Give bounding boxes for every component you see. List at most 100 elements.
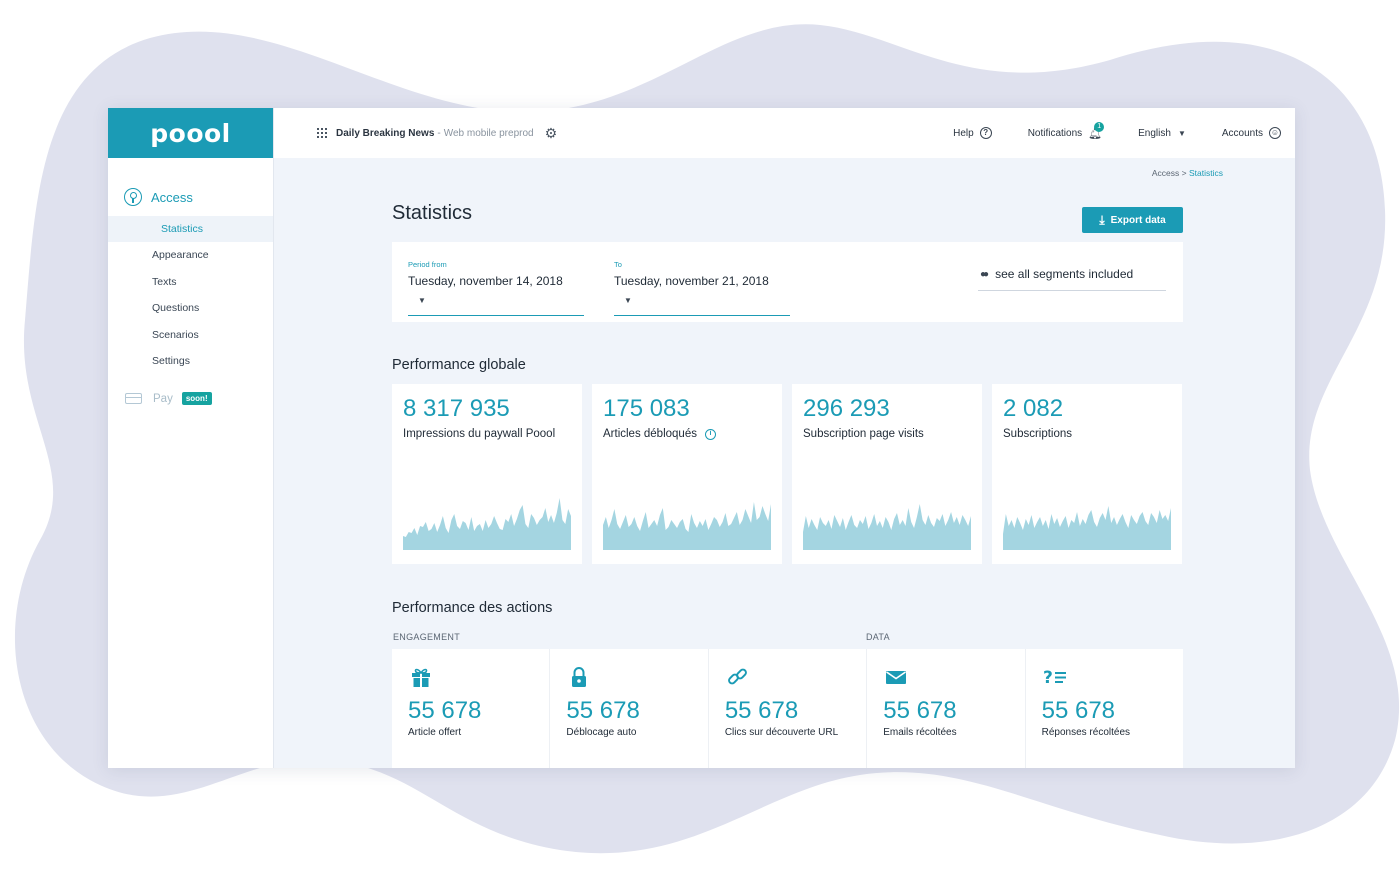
app-window: poool Access Statistics Appearance Texts…	[108, 108, 1295, 768]
help-link[interactable]: Help ?	[953, 127, 992, 139]
gear-icon[interactable]: ⚙	[544, 124, 558, 141]
breadcrumb-parent[interactable]: Access	[1151, 168, 1180, 178]
segments-label: see all segments included	[995, 267, 1134, 281]
top-right-menu: Help ? Notifications 🔔︎ 1 English ▼ Accou…	[953, 108, 1295, 158]
export-data-button[interactable]: ⤓ Export data	[1082, 207, 1183, 233]
stat-label-text: Articles débloqués	[603, 428, 697, 440]
chevron-down-icon: ▼	[418, 296, 426, 305]
period-from-value: Tuesday, november 14, 2018	[408, 274, 563, 288]
chevron-down-icon: ▼	[624, 296, 632, 305]
performance-actions-title: Performance des actions	[392, 600, 553, 616]
smiley-icon: ☺	[1269, 127, 1281, 139]
period-to-value: Tuesday, november 21, 2018	[614, 274, 769, 288]
sidebar-item-appearance[interactable]: Appearance	[152, 249, 209, 262]
app-selector[interactable]: Daily Breaking News - Web mobile preprod…	[317, 108, 557, 158]
download-icon: ⤓	[1099, 212, 1105, 227]
stat-label-text: Subscriptions	[1003, 428, 1073, 440]
chevron-down-icon: ▼	[1177, 128, 1186, 138]
poool-logo: poool	[150, 118, 231, 148]
action-label: Emails récoltées	[883, 727, 957, 738]
sparkline	[603, 502, 771, 550]
action-deblocage-auto: 55 678 Déblocage auto	[550, 649, 709, 768]
stat-card-impressions: 8 317 935 Impressions du paywall Poool	[392, 384, 582, 564]
help-icon: ?	[979, 127, 992, 139]
bell-icon: 🔔︎ 1	[1088, 121, 1105, 140]
logo-area[interactable]: poool	[108, 108, 273, 158]
action-emails: 55 678 Emails récoltées	[867, 649, 1026, 768]
top-bar: Daily Breaking News - Web mobile preprod…	[274, 108, 1295, 158]
pay-label: Pay	[153, 392, 173, 405]
sparkline	[803, 504, 971, 550]
stat-value: 175 083	[603, 395, 690, 422]
sidebar-section-pay: Pay soon!	[125, 392, 273, 406]
stat-value: 8 317 935	[403, 395, 510, 422]
actions-panel: 55 678 Article offert 55 678 Déblocage a…	[392, 649, 1183, 768]
link-icon	[727, 668, 747, 685]
sidebar-item-questions[interactable]: Questions	[152, 302, 200, 315]
period-to-field[interactable]: To Tuesday, november 21, 2018 ▼	[614, 260, 790, 316]
notifications-link[interactable]: Notifications 🔔︎ 1	[1027, 121, 1105, 140]
breadcrumb-separator: >	[1181, 168, 1187, 178]
language-selector[interactable]: English ▼	[1138, 128, 1186, 139]
notifications-badge: 1	[1094, 121, 1105, 132]
lock-icon	[572, 667, 587, 687]
engagement-label: ENGAGEMENT	[393, 632, 461, 642]
question-list-icon: ?	[1043, 668, 1066, 688]
sidebar-section-access[interactable]: Access	[124, 186, 273, 208]
export-data-label: Export data	[1110, 214, 1166, 226]
stat-card-subscription-visits: 296 293 Subscription page visits	[792, 384, 982, 564]
app-name: Daily Breaking News	[336, 127, 435, 139]
period-from-field[interactable]: Period from Tuesday, november 14, 2018 ▼	[408, 260, 584, 316]
data-label: DATA	[866, 632, 890, 642]
svg-text:?: ?	[1043, 668, 1053, 688]
stat-card-subscriptions: 2 082 Subscriptions	[992, 384, 1182, 564]
period-from-label: Period from	[408, 260, 447, 269]
breadcrumb: Access > Statistics	[1152, 168, 1223, 178]
period-to-label: To	[614, 260, 622, 269]
sidebar-item-statistics[interactable]: Statistics	[108, 216, 273, 243]
action-label: Article offert	[408, 727, 462, 738]
sparkline-area	[803, 504, 971, 550]
stat-value: 296 293	[803, 395, 890, 422]
accounts-menu[interactable]: Accounts ☺	[1222, 127, 1281, 139]
stat-label-text: Subscription page visits	[803, 428, 924, 440]
stat-label: Subscriptions	[1003, 428, 1072, 440]
sidebar-item-texts[interactable]: Texts	[152, 275, 177, 288]
apps-grid-icon	[317, 128, 327, 138]
help-label: Help	[953, 127, 974, 139]
sidebar-section-label: Access	[151, 189, 193, 205]
action-reponses: ? 55 678 Réponses récoltées	[1026, 649, 1183, 768]
sparkline-area	[603, 502, 771, 550]
action-value: 55 678	[1041, 697, 1116, 724]
breadcrumb-current: Statistics	[1188, 168, 1223, 178]
sidebar-nav: Statistics Appearance Texts Questions Sc…	[108, 216, 273, 374]
segments-link[interactable]: ●● see all segments included	[978, 267, 1166, 291]
action-label: Clics sur découverte URL	[724, 727, 839, 738]
performance-globale-title: Performance globale	[392, 357, 526, 373]
stat-label-text: Impressions du paywall Poool	[403, 428, 556, 440]
stat-label: Subscription page visits	[803, 428, 924, 440]
action-article-offert: 55 678 Article offert	[392, 649, 551, 768]
gift-icon	[412, 668, 430, 687]
action-label: Réponses récoltées	[1041, 727, 1131, 738]
stat-card-articles: 175 083 Articles débloqués i	[592, 384, 782, 564]
sidebar: poool Access Statistics Appearance Texts…	[108, 108, 274, 768]
users-icon: ●●	[980, 268, 989, 280]
app-environment: Web mobile preprod	[443, 127, 534, 139]
action-value: 55 678	[408, 697, 482, 724]
sparkline-area	[403, 498, 571, 550]
stat-label: Impressions du paywall Poool	[403, 428, 555, 440]
sidebar-item-scenarios[interactable]: Scenarios	[152, 328, 199, 341]
envelope-icon	[886, 671, 907, 684]
action-value: 55 678	[724, 697, 799, 724]
page-title: Statistics	[392, 202, 473, 224]
accounts-label: Accounts	[1221, 127, 1263, 139]
sparkline-area	[1003, 506, 1171, 550]
action-value: 55 678	[883, 697, 957, 724]
action-value: 55 678	[566, 697, 640, 724]
sidebar-item-settings[interactable]: Settings	[152, 354, 190, 367]
sparkline	[1003, 506, 1171, 550]
info-icon[interactable]: i	[704, 428, 716, 440]
action-clics-url: 55 678 Clics sur découverte URL	[709, 649, 868, 768]
notifications-label: Notifications	[1027, 127, 1083, 139]
